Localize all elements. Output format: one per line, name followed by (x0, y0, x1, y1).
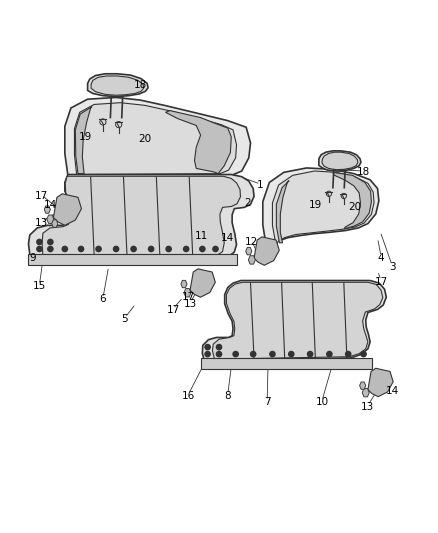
Polygon shape (88, 74, 148, 96)
Polygon shape (263, 168, 379, 247)
Polygon shape (190, 269, 215, 297)
Polygon shape (65, 98, 251, 175)
Circle shape (48, 246, 53, 252)
Polygon shape (53, 194, 81, 225)
Polygon shape (362, 389, 369, 397)
Polygon shape (52, 220, 58, 227)
Text: 5: 5 (121, 314, 128, 324)
Polygon shape (333, 172, 371, 229)
Text: 13: 13 (35, 217, 48, 228)
Circle shape (205, 344, 210, 350)
Text: 4: 4 (378, 253, 385, 263)
Polygon shape (75, 107, 92, 174)
Circle shape (346, 351, 351, 357)
Polygon shape (184, 288, 191, 297)
Text: 7: 7 (264, 397, 271, 407)
Circle shape (148, 246, 154, 252)
Polygon shape (272, 171, 374, 245)
Text: 8: 8 (224, 391, 231, 401)
Circle shape (62, 246, 67, 252)
Circle shape (361, 351, 366, 357)
Circle shape (37, 246, 42, 252)
Polygon shape (322, 152, 358, 169)
Polygon shape (166, 110, 231, 174)
Circle shape (270, 351, 275, 357)
Text: 11: 11 (195, 231, 208, 241)
Text: 10: 10 (315, 397, 328, 407)
Polygon shape (246, 247, 252, 255)
Text: 13: 13 (361, 402, 374, 411)
Circle shape (78, 246, 84, 252)
Circle shape (184, 246, 189, 252)
Text: 17: 17 (166, 305, 180, 316)
Polygon shape (28, 174, 254, 260)
Text: 17: 17 (35, 191, 48, 201)
Polygon shape (202, 280, 386, 364)
Polygon shape (181, 280, 187, 288)
Polygon shape (47, 215, 54, 223)
Circle shape (327, 351, 332, 357)
Text: 19: 19 (79, 132, 92, 142)
Polygon shape (360, 382, 366, 389)
Circle shape (200, 246, 205, 252)
Polygon shape (28, 254, 237, 265)
Polygon shape (212, 282, 383, 360)
Polygon shape (319, 151, 361, 171)
Circle shape (216, 344, 222, 350)
Circle shape (131, 246, 136, 252)
Text: 20: 20 (138, 134, 151, 144)
Polygon shape (254, 237, 279, 265)
Text: 14: 14 (221, 233, 234, 243)
Polygon shape (368, 368, 393, 397)
Text: 19: 19 (309, 200, 322, 210)
Text: 1: 1 (257, 181, 264, 190)
Text: 16: 16 (182, 391, 195, 401)
Polygon shape (276, 181, 289, 243)
Text: 12: 12 (245, 237, 258, 247)
Polygon shape (44, 206, 50, 213)
Circle shape (216, 351, 222, 357)
Polygon shape (91, 76, 144, 95)
Circle shape (96, 246, 101, 252)
Text: 18: 18 (357, 167, 370, 177)
Polygon shape (42, 176, 240, 256)
Text: 17: 17 (374, 277, 388, 287)
Text: 9: 9 (29, 253, 36, 263)
Circle shape (233, 351, 238, 357)
Polygon shape (248, 256, 255, 264)
Circle shape (251, 351, 256, 357)
Text: 6: 6 (99, 294, 106, 304)
Circle shape (213, 246, 218, 252)
Circle shape (48, 239, 53, 245)
Circle shape (289, 351, 294, 357)
Circle shape (307, 351, 313, 357)
Circle shape (37, 239, 42, 245)
Text: 13: 13 (184, 298, 197, 309)
Text: 14: 14 (44, 200, 57, 210)
Polygon shape (201, 359, 372, 368)
Polygon shape (74, 103, 237, 174)
Text: 3: 3 (389, 262, 396, 271)
Text: 15: 15 (33, 281, 46, 291)
Text: 20: 20 (348, 203, 361, 212)
Text: 2: 2 (244, 198, 251, 208)
Text: 17: 17 (182, 292, 195, 302)
Circle shape (113, 246, 119, 252)
Text: 18: 18 (134, 80, 147, 90)
Text: 14: 14 (385, 386, 399, 397)
Circle shape (205, 351, 210, 357)
Circle shape (166, 246, 171, 252)
